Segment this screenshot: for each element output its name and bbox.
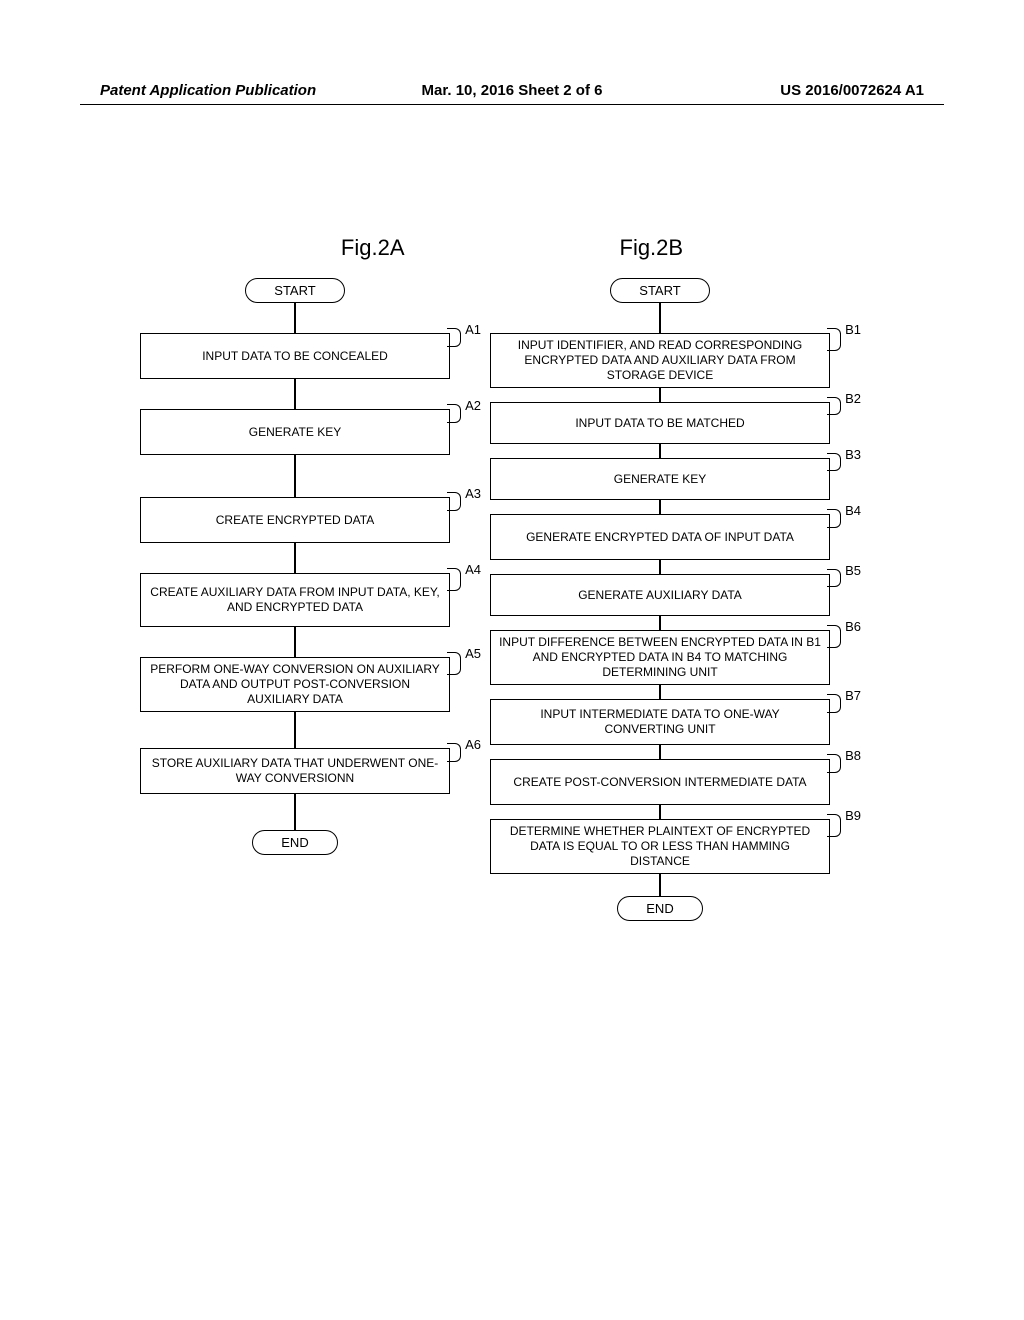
step-text: CREATE POST-CONVERSION INTERMEDIATE DATA — [513, 775, 806, 790]
end-terminal: END — [252, 830, 337, 855]
connector — [659, 560, 661, 574]
step-text: GENERATE KEY — [614, 472, 706, 487]
fig-a-title: Fig.2A — [341, 235, 405, 261]
step-text: GENERATE AUXILIARY DATA — [578, 588, 742, 603]
brace-icon — [827, 754, 841, 773]
connector — [659, 805, 661, 819]
step-label: B9 — [845, 808, 861, 824]
step-label: B1 — [845, 322, 861, 338]
page-header: Patent Application Publication Mar. 10, … — [0, 82, 1024, 99]
step-b6: INPUT DIFFERENCE BETWEEN ENCRYPTED DATA … — [490, 630, 830, 685]
step-text: INPUT INTERMEDIATE DATA TO ONE-WAY CONVE… — [499, 707, 821, 737]
connector — [659, 685, 661, 699]
step-b9: DETERMINE WHETHER PLAINTEXT OF ENCRYPTED… — [490, 819, 830, 874]
brace-icon — [827, 453, 841, 471]
end-terminal: END — [617, 896, 702, 921]
brace-icon — [827, 569, 841, 587]
step-text: PERFORM ONE-WAY CONVERSION ON AUXILIARY … — [149, 662, 441, 707]
step-a2: GENERATE KEYA2 — [140, 409, 450, 455]
figure-labels: Fig.2A Fig.2B — [0, 235, 1024, 261]
header-left: Patent Application Publication — [100, 82, 375, 99]
step-a1: INPUT DATA TO BE CONCEALEDA1 — [140, 333, 450, 379]
brace-icon — [827, 625, 841, 648]
step-label: B7 — [845, 688, 861, 704]
step-a5: PERFORM ONE-WAY CONVERSION ON AUXILIARY … — [140, 657, 450, 712]
step-text: CREATE AUXILIARY DATA FROM INPUT DATA, K… — [149, 585, 441, 615]
step-text: STORE AUXILIARY DATA THAT UNDERWENT ONE-… — [149, 756, 441, 786]
step-label: A1 — [465, 322, 481, 338]
header-rule — [80, 104, 944, 105]
step-label: B8 — [845, 748, 861, 764]
step-text: INPUT DIFFERENCE BETWEEN ENCRYPTED DATA … — [499, 635, 821, 680]
connector — [659, 500, 661, 514]
brace-icon — [447, 404, 461, 423]
connector — [294, 712, 296, 748]
step-b4: GENERATE ENCRYPTED DATA OF INPUT DATAB4 — [490, 514, 830, 560]
step-label: A3 — [465, 486, 481, 502]
step-text: CREATE ENCRYPTED DATA — [216, 513, 374, 528]
start-terminal: START — [245, 278, 344, 303]
connector — [294, 543, 296, 573]
connector — [294, 455, 296, 497]
step-label: A4 — [465, 562, 481, 578]
step-text: INPUT IDENTIFIER, AND READ CORRESPONDING… — [499, 338, 821, 383]
step-text: INPUT DATA TO BE MATCHED — [575, 416, 744, 431]
fig-b-title: Fig.2B — [620, 235, 684, 261]
step-label: A2 — [465, 398, 481, 414]
start-terminal: START — [610, 278, 709, 303]
step-b8: CREATE POST-CONVERSION INTERMEDIATE DATA… — [490, 759, 830, 805]
flowchart-b: START INPUT IDENTIFIER, AND READ CORRESPO… — [490, 278, 830, 921]
brace-icon — [827, 814, 841, 837]
step-text: GENERATE KEY — [249, 425, 341, 440]
connector — [659, 745, 661, 759]
step-label: B5 — [845, 563, 861, 579]
brace-icon — [447, 652, 461, 675]
step-label: B3 — [845, 447, 861, 463]
step-label: B6 — [845, 619, 861, 635]
step-b7: INPUT INTERMEDIATE DATA TO ONE-WAY CONVE… — [490, 699, 830, 745]
flowcharts: STARTINPUT DATA TO BE CONCEALEDA1GENERAT… — [140, 278, 830, 921]
header-right: US 2016/0072624 A1 — [649, 82, 924, 99]
step-a3: CREATE ENCRYPTED DATAA3 — [140, 497, 450, 543]
connector — [294, 379, 296, 409]
connector — [659, 388, 661, 402]
step-label: B4 — [845, 503, 861, 519]
header-center: Mar. 10, 2016 Sheet 2 of 6 — [375, 82, 650, 99]
connector — [659, 616, 661, 630]
brace-icon — [447, 743, 461, 762]
brace-icon — [447, 328, 461, 347]
brace-icon — [827, 328, 841, 351]
step-b5: GENERATE AUXILIARY DATAB5 — [490, 574, 830, 616]
connector — [659, 874, 661, 896]
brace-icon — [827, 694, 841, 713]
step-text: DETERMINE WHETHER PLAINTEXT OF ENCRYPTED… — [499, 824, 821, 869]
brace-icon — [447, 568, 461, 591]
step-label: A6 — [465, 737, 481, 753]
connector — [659, 444, 661, 458]
connector — [294, 627, 296, 657]
step-b3: GENERATE KEYB3 — [490, 458, 830, 500]
step-text: INPUT DATA TO BE CONCEALED — [202, 349, 388, 364]
step-text: GENERATE ENCRYPTED DATA OF INPUT DATA — [526, 530, 794, 545]
step-b2: INPUT DATA TO BE MATCHEDB2 — [490, 402, 830, 444]
step-label: B2 — [845, 391, 861, 407]
step-label: A5 — [465, 646, 481, 662]
brace-icon — [447, 492, 461, 511]
step-a4: CREATE AUXILIARY DATA FROM INPUT DATA, K… — [140, 573, 450, 627]
flowchart-a: START INPUT DATA TO BE CONCEALEDA1 GENERAT… — [140, 278, 450, 855]
connector — [294, 303, 296, 333]
step-b1: INPUT IDENTIFIER, AND READ CORRESPONDING… — [490, 333, 830, 388]
step-a6: STORE AUXILIARY DATA THAT UNDERWENT ONE-… — [140, 748, 450, 794]
brace-icon — [827, 397, 841, 415]
connector — [294, 794, 296, 830]
connector — [659, 303, 661, 333]
brace-icon — [827, 509, 841, 528]
